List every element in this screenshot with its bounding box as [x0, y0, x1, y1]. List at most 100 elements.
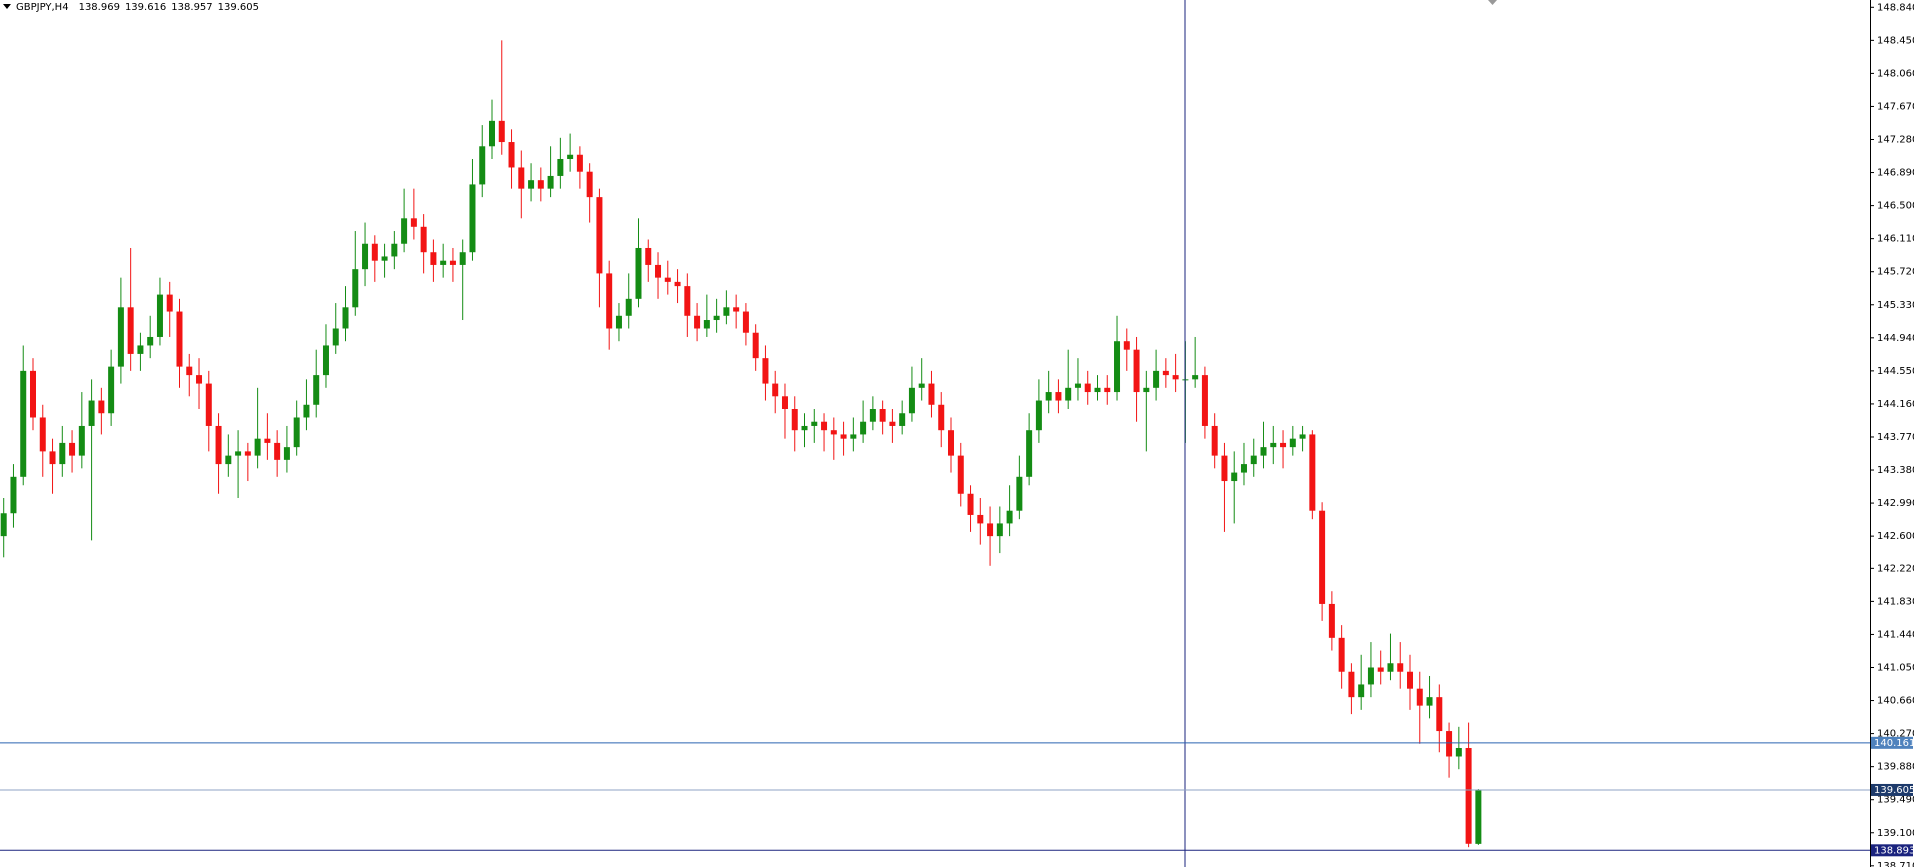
candle-body	[557, 158, 564, 176]
candle-body	[59, 442, 66, 465]
candle-body	[928, 383, 935, 405]
candle-body	[791, 409, 798, 431]
candle-body	[508, 142, 515, 168]
candle-body	[264, 438, 271, 443]
candle-body	[0, 513, 7, 537]
candle-body	[1035, 400, 1042, 431]
candle-body	[850, 434, 857, 439]
candle-body	[1319, 510, 1326, 604]
candle-body	[781, 396, 788, 410]
price-level-box	[1871, 844, 1913, 857]
y-tick-label: 145.720	[1877, 267, 1914, 278]
candle-body	[1065, 387, 1072, 401]
candle-body	[1143, 387, 1150, 393]
y-tick-label: 139.880	[1877, 762, 1914, 773]
candle-body	[957, 455, 964, 494]
candle-body	[694, 315, 701, 329]
candle-body	[713, 315, 720, 321]
candle-body	[303, 404, 310, 418]
candle-body	[1114, 341, 1121, 393]
candle-body	[518, 167, 525, 189]
candle-body	[596, 197, 603, 274]
candle-body	[615, 315, 622, 329]
candle-body	[88, 400, 95, 426]
candle-body	[1074, 383, 1081, 388]
candle-body	[1201, 375, 1208, 426]
candle-body	[1407, 671, 1414, 689]
candle-body	[576, 154, 583, 172]
candle-body	[889, 421, 896, 426]
candle-body	[528, 180, 535, 189]
candle-body	[235, 451, 242, 456]
candle-body	[1397, 663, 1404, 672]
candle-body	[645, 247, 652, 265]
candle-body	[1133, 349, 1140, 393]
price-level-box	[1871, 736, 1913, 749]
candle-body	[1192, 375, 1199, 380]
candle-body	[977, 514, 984, 524]
candle-body	[1055, 392, 1062, 401]
candle-body	[498, 120, 505, 143]
candle-body	[108, 366, 115, 414]
candle-body	[547, 175, 554, 189]
y-tick-label: 143.380	[1877, 465, 1914, 476]
candle-body	[137, 345, 144, 354]
candle-body	[762, 358, 769, 384]
candle-body	[1328, 603, 1335, 638]
y-tick-label: 141.830	[1877, 596, 1914, 607]
candle-body	[684, 286, 691, 316]
candle-body	[69, 442, 76, 456]
candle-body	[342, 307, 349, 329]
header-value: 138.969	[79, 2, 120, 13]
candle-body	[938, 404, 945, 431]
candle-body	[1084, 383, 1091, 393]
candle-body	[1094, 387, 1101, 393]
plot-area	[0, 40, 1482, 848]
candle-body	[1299, 434, 1306, 439]
candle-body	[1309, 434, 1316, 511]
candle-body	[322, 345, 329, 376]
candle-body	[420, 226, 427, 253]
candle-body	[664, 277, 671, 282]
candle-body	[752, 332, 759, 359]
candle-body	[401, 218, 408, 244]
shift-marker	[1488, 0, 1497, 5]
y-tick-label: 148.060	[1877, 68, 1914, 79]
candle-body	[410, 218, 417, 227]
candle-body	[1221, 455, 1228, 482]
candle-body	[469, 184, 476, 253]
candle-body	[1367, 667, 1374, 685]
candle-body	[1250, 455, 1257, 465]
y-tick-label: 147.670	[1877, 101, 1914, 112]
price-level-label: 139.605	[1874, 785, 1914, 796]
candle-body	[635, 247, 642, 299]
header-value: 138.957	[171, 2, 212, 13]
candle-body	[821, 421, 828, 431]
candle-body	[967, 493, 974, 515]
candle-body	[1123, 341, 1130, 350]
candle-body	[479, 146, 486, 185]
collapse-icon[interactable]	[3, 4, 11, 9]
candle-body	[703, 320, 710, 329]
candle-body	[1465, 748, 1472, 844]
candle-body	[801, 425, 808, 431]
candle-body	[196, 375, 203, 384]
candle-body	[1026, 430, 1033, 477]
candle-body	[1436, 697, 1443, 732]
candle-body	[352, 269, 359, 308]
candle-body	[1270, 442, 1277, 448]
candle-body	[166, 294, 173, 312]
candle-body	[899, 413, 906, 426]
candle-body	[1338, 637, 1345, 672]
candle-body	[674, 281, 681, 287]
candle-body	[918, 383, 925, 388]
candle-body	[1172, 375, 1179, 380]
candle-body	[449, 260, 456, 265]
y-tick-label: 148.450	[1877, 35, 1914, 46]
candle-body	[1260, 447, 1267, 456]
y-tick-label: 140.660	[1877, 696, 1914, 707]
candle-body	[1426, 697, 1433, 706]
candle-body	[537, 180, 544, 189]
candle-body	[1475, 789, 1482, 844]
candle-body	[742, 311, 749, 333]
